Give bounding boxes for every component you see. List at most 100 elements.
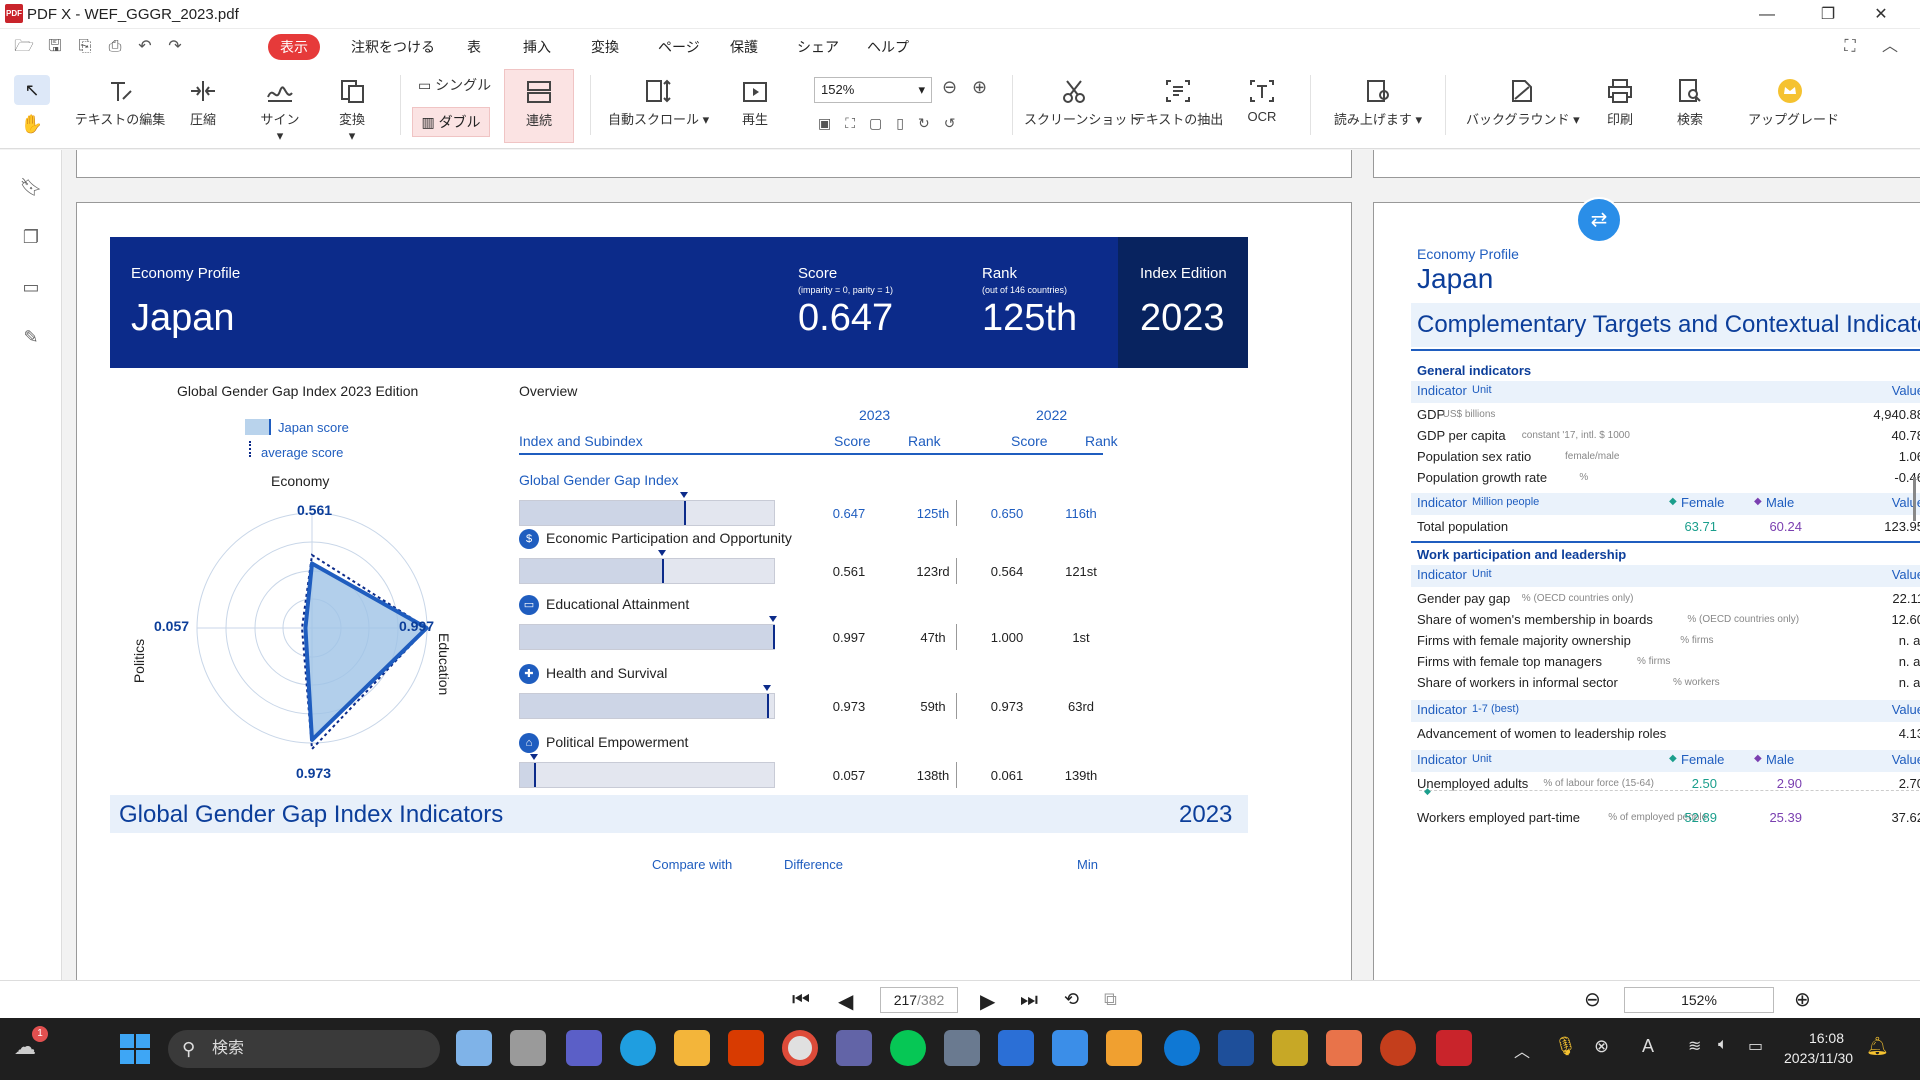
- fit-view-icon[interactable]: ⧉: [1104, 989, 1117, 1009]
- tab-table[interactable]: 表: [467, 39, 481, 55]
- app-office-icon[interactable]: [728, 1030, 764, 1066]
- app-taskview-icon[interactable]: [510, 1030, 546, 1066]
- bookmark-icon[interactable]: 🔖︎: [19, 177, 43, 197]
- print-button[interactable]: 印刷: [1598, 69, 1642, 143]
- tray-adobe-icon[interactable]: A: [1642, 1036, 1655, 1056]
- close-button[interactable]: ✕: [1874, 6, 1888, 23]
- tray-mic-icon[interactable]: 🎙︎: [1554, 1036, 1577, 1056]
- read-aloud-button[interactable]: 読み上げます ▾: [1330, 69, 1426, 143]
- subindex-icon: ✚: [519, 664, 539, 684]
- tray-chevron-icon[interactable]: ︿: [1514, 1044, 1531, 1061]
- printer-icon: [1608, 79, 1632, 103]
- tab-annotate[interactable]: 注釈をつける: [351, 39, 435, 55]
- app-chrome-icon[interactable]: [782, 1030, 818, 1066]
- page-number-input[interactable]: 217/382: [880, 987, 958, 1013]
- next-page-icon[interactable]: ▶: [980, 991, 996, 1013]
- tab-insert[interactable]: 挿入: [523, 39, 551, 55]
- convert-button[interactable]: 変換 ▾: [322, 69, 382, 143]
- tab-help[interactable]: ヘルプ: [867, 39, 909, 55]
- tab-share[interactable]: シェア: [797, 39, 839, 55]
- open-icon[interactable]: 🗁: [14, 38, 34, 55]
- app-teams2-icon[interactable]: [836, 1030, 872, 1066]
- female-value: 2.50: [1691, 776, 1717, 791]
- single-page-button[interactable]: ▭ シングル: [418, 77, 492, 93]
- collapse-ribbon-icon[interactable]: ︿: [1881, 38, 1898, 55]
- app-settings-icon[interactable]: [944, 1030, 980, 1066]
- save-as-icon[interactable]: ⎘: [78, 38, 92, 55]
- app-onedrive-icon[interactable]: [1164, 1030, 1200, 1066]
- legend-average-line: [249, 441, 251, 457]
- last-page-icon[interactable]: ⏭: [1020, 989, 1038, 1011]
- app-explorer-icon[interactable]: [674, 1030, 710, 1066]
- edit-text-button[interactable]: テキストの編集: [72, 69, 168, 143]
- double-page-button[interactable]: ▥ ダブル: [412, 107, 490, 137]
- app-image-icon[interactable]: [1326, 1030, 1362, 1066]
- pages-icon[interactable]: ❐: [22, 227, 40, 247]
- bottom-zoom-field[interactable]: 152%: [1624, 987, 1774, 1013]
- document-view[interactable]: Economy Profile Japan Score (imparity = …: [63, 150, 1920, 1018]
- prev-page-icon[interactable]: ◀: [838, 991, 854, 1013]
- undo-icon[interactable]: ↶: [138, 38, 152, 55]
- zoom-select[interactable]: 152% ▾: [814, 77, 932, 103]
- app-line-icon[interactable]: [890, 1030, 926, 1066]
- tab-protect[interactable]: 保護: [730, 39, 758, 55]
- redo-icon[interactable]: ↷: [168, 38, 182, 55]
- extract-text-button[interactable]: テキストの抽出: [1132, 69, 1224, 143]
- zoom-out-icon[interactable]: ⊖: [942, 77, 958, 97]
- overview-cell-r23: 123rd: [916, 564, 950, 579]
- search-button[interactable]: 検索: [1668, 69, 1712, 143]
- rank-label: Rank: [982, 265, 1018, 282]
- compress-button[interactable]: 圧縮: [178, 69, 228, 143]
- app-notes-icon[interactable]: [1052, 1030, 1088, 1066]
- notification-bell-icon[interactable]: 🔔︎: [1866, 1036, 1889, 1056]
- tab-page[interactable]: ページ: [658, 39, 700, 55]
- convert-to-word-icon[interactable]: ⇄: [1576, 197, 1622, 243]
- sign-button[interactable]: サイン ▾: [250, 69, 310, 143]
- bottom-zoom-in-icon[interactable]: ⊕: [1794, 989, 1811, 1011]
- restore-button[interactable]: ❐: [1820, 6, 1836, 23]
- play-button[interactable]: 再生: [728, 69, 782, 143]
- widgets-icon[interactable]: ☁: [14, 1034, 36, 1059]
- vertical-scrollbar[interactable]: [1913, 477, 1916, 521]
- score-pointer-icon: [763, 685, 771, 691]
- save-icon[interactable]: 🖫: [48, 38, 62, 55]
- screenshot-button[interactable]: スクリーンショット: [1024, 69, 1140, 143]
- signature-panel-icon[interactable]: ✎: [23, 327, 39, 347]
- app-calendar-icon[interactable]: [998, 1030, 1034, 1066]
- hand-tool-icon[interactable]: ✋: [20, 114, 44, 134]
- female-col: Female: [1681, 752, 1725, 767]
- tab-convert[interactable]: 変換: [591, 39, 619, 55]
- app-pdfx-icon[interactable]: [1436, 1030, 1472, 1066]
- app-tool-icon[interactable]: [1272, 1030, 1308, 1066]
- clock-time[interactable]: 16:08: [1808, 1030, 1844, 1046]
- zoom-in-icon[interactable]: ⊕: [972, 77, 988, 97]
- first-page-icon[interactable]: ⏮: [792, 989, 810, 1011]
- app-word-icon[interactable]: [1218, 1030, 1254, 1066]
- volume-icon[interactable]: 🔈︎: [1718, 1036, 1728, 1053]
- battery-icon[interactable]: ▭: [1748, 1038, 1764, 1055]
- rotate-view-icon[interactable]: ⟲: [1064, 989, 1080, 1009]
- app-edge-icon[interactable]: [620, 1030, 656, 1066]
- tab-view[interactable]: 表示: [268, 34, 320, 60]
- bottom-zoom-out-icon[interactable]: ⊖: [1584, 989, 1601, 1011]
- ocr-button[interactable]: OCR: [1240, 69, 1284, 143]
- clock-date[interactable]: 2023/11/30: [1784, 1050, 1854, 1066]
- autoscroll-button[interactable]: 自動スクロール ▾: [608, 69, 709, 143]
- tray-app-icon[interactable]: ⊗: [1594, 1036, 1610, 1056]
- fit-tools-icons[interactable]: ▣⛶▢▯↻↺: [818, 115, 970, 131]
- app-copilot-icon[interactable]: [456, 1030, 492, 1066]
- select-tool-icon[interactable]: ↖: [14, 75, 50, 105]
- print-quick-icon[interactable]: ⎙: [108, 38, 122, 55]
- continuous-button[interactable]: 連続: [504, 69, 574, 143]
- comment-icon[interactable]: ▭: [22, 277, 40, 297]
- start-icon[interactable]: [120, 1034, 150, 1064]
- app-media-icon[interactable]: [1106, 1030, 1142, 1066]
- background-button[interactable]: バックグラウンド ▾: [1466, 69, 1580, 143]
- taskbar-search[interactable]: ⚲ 検索: [168, 1030, 440, 1068]
- app-powerpoint-icon[interactable]: [1380, 1030, 1416, 1066]
- upgrade-button[interactable]: アップグレード: [1748, 69, 1839, 143]
- wifi-icon[interactable]: ≋: [1688, 1038, 1702, 1055]
- fullscreen-icon[interactable]: ⛶: [1844, 38, 1856, 55]
- minimize-button[interactable]: —: [1759, 6, 1775, 23]
- app-teams-icon[interactable]: [566, 1030, 602, 1066]
